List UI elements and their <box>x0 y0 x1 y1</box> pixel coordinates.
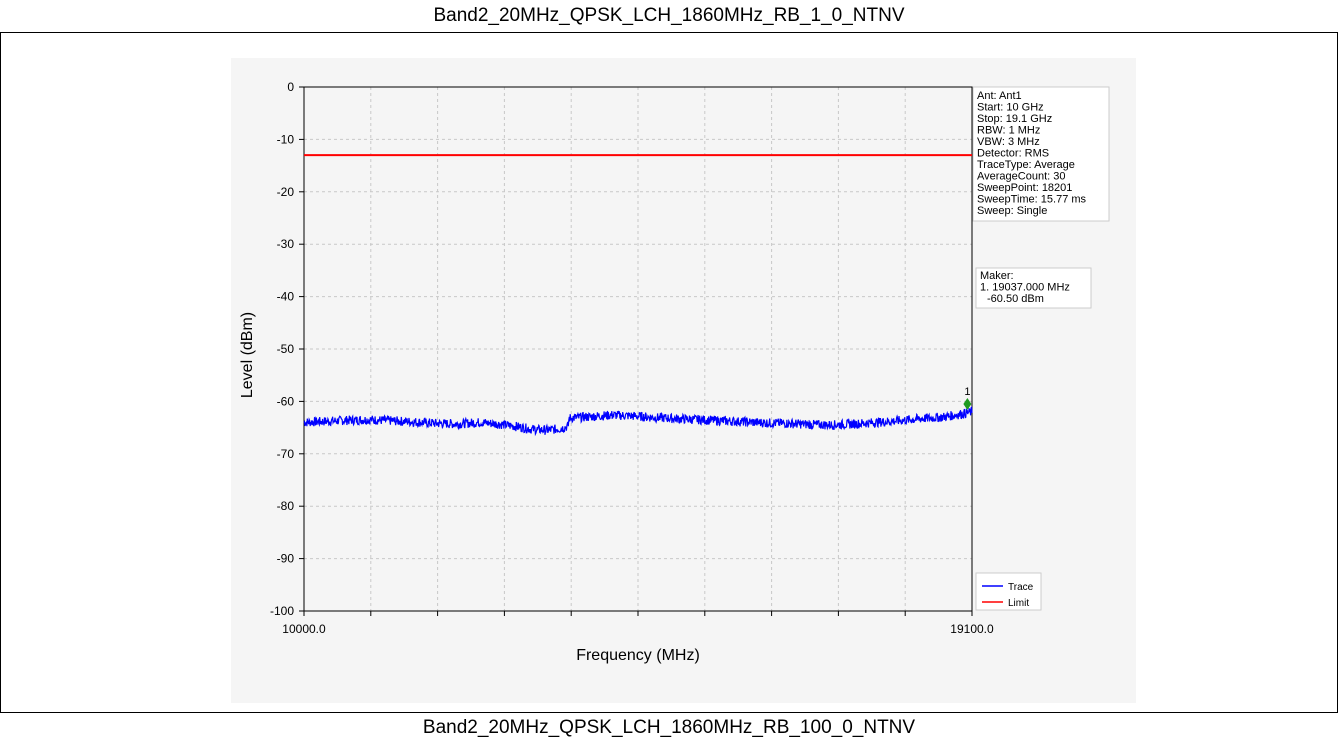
legend-label: Limit <box>1008 598 1029 609</box>
info-box-line: SweepPoint: 18201 <box>977 182 1072 194</box>
info-box-line: Stop: 19.1 GHz <box>977 113 1052 125</box>
trace-line <box>303 406 973 437</box>
x-axis-label: Frequency (MHz) <box>576 647 700 664</box>
marker-box-line: -60.50 dBm <box>987 293 1044 305</box>
info-box-line: Detector: RMS <box>977 148 1049 160</box>
y-tick-label: -70 <box>277 447 295 461</box>
y-tick-label: -80 <box>277 499 295 513</box>
x-tick-label: 19100.0 <box>950 622 994 636</box>
info-box-line: Sweep: Single <box>977 205 1047 217</box>
y-tick-label: -90 <box>277 552 295 566</box>
info-box-line: Ant: Ant1 <box>977 90 1022 102</box>
legend-label: Trace <box>1008 582 1034 593</box>
y-axis-label: Level (dBm) <box>239 312 256 398</box>
next-section-title: Band2_20MHz_QPSK_LCH_1860MHz_RB_100_0_NT… <box>0 712 1338 742</box>
x-tick-label: 10000.0 <box>282 622 326 636</box>
marker-point <box>963 398 972 411</box>
y-tick-label: -100 <box>270 604 294 618</box>
legend: Trace Limit <box>975 572 1042 611</box>
marker-box: Maker:1. 19037.000 MHz-60.50 dBm <box>975 267 1092 309</box>
y-tick-label: -60 <box>277 394 295 408</box>
chart-area: 0 -10 -20 -30 -40 -50 -60 -70 -80 -90 -100 10000.0… <box>0 33 1338 712</box>
info-box-line: Start: 10 GHz <box>977 102 1044 114</box>
info-box-line: RBW: 1 MHz <box>977 125 1040 137</box>
y-tick-label: -10 <box>277 132 295 146</box>
info-box-line: TraceType: Average <box>977 159 1075 171</box>
y-tick-label: -20 <box>277 185 295 199</box>
y-tick-label: -40 <box>277 290 295 304</box>
page-title: Band2_20MHz_QPSK_LCH_1860MHz_RB_1_0_NTNV <box>0 0 1338 33</box>
marker-box-line: 1. 19037.000 MHz <box>980 282 1070 294</box>
x-axis: 10000.0 19100.0 <box>282 611 994 636</box>
spectrum-chart: 0 -10 -20 -30 -40 -50 -60 -70 -80 -90 -100 10000.0… <box>231 58 1136 703</box>
info-box-line: AverageCount: 30 <box>977 171 1065 183</box>
y-tick-label: -50 <box>277 342 295 356</box>
y-tick-label: 0 <box>287 80 294 94</box>
info-box-line: VBW: 3 MHz <box>977 136 1040 148</box>
marker-label: 1 <box>964 386 970 398</box>
y-axis: 0 -10 -20 -30 -40 -50 -60 -70 -80 -90 -100 <box>270 80 304 618</box>
series <box>303 154 973 437</box>
marker: 1 <box>963 386 972 411</box>
marker-box-line: Maker: <box>980 270 1014 282</box>
info-box-line: SweepTime: 15.77 ms <box>977 194 1087 206</box>
y-tick-label: -30 <box>277 237 295 251</box>
